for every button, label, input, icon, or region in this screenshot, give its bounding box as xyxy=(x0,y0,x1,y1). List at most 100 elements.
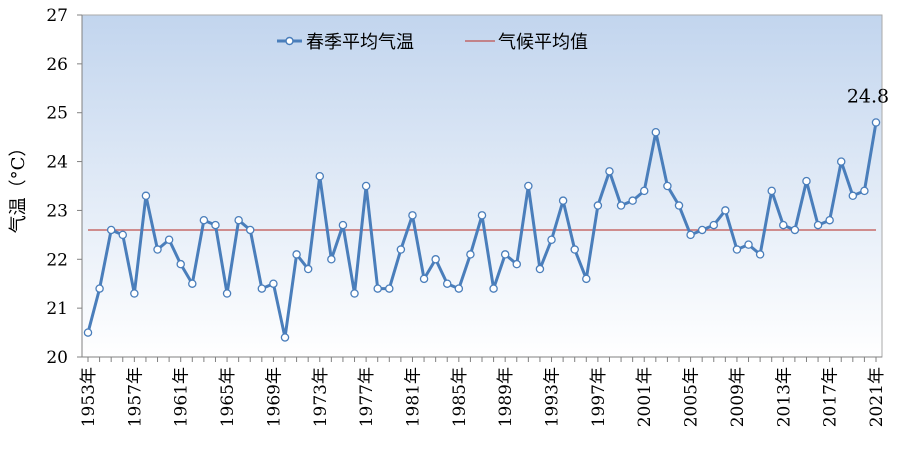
data-point xyxy=(709,220,719,230)
x-tick-label: 2021年 xyxy=(867,367,887,427)
data-point xyxy=(385,284,394,293)
data-point xyxy=(396,245,406,254)
data-point xyxy=(535,264,545,274)
data-point xyxy=(779,220,788,230)
data-point xyxy=(605,167,614,176)
data-point xyxy=(315,171,325,181)
data-point xyxy=(361,181,371,191)
data-point xyxy=(755,250,765,259)
data-point xyxy=(744,240,753,249)
y-tick-label: 22 xyxy=(46,250,68,270)
data-point xyxy=(860,186,869,196)
y-tick-label: 24 xyxy=(46,153,68,173)
data-point xyxy=(350,289,359,298)
data-points xyxy=(83,118,881,342)
data-point xyxy=(836,157,846,166)
data-point xyxy=(558,196,568,205)
data-point xyxy=(292,250,301,259)
x-tick-label: 1957年 xyxy=(125,367,145,427)
data-point xyxy=(570,245,579,254)
x-tick-label: 1961年 xyxy=(172,367,192,427)
data-point xyxy=(790,225,800,235)
data-point xyxy=(639,186,649,196)
x-tick-label: 1989年 xyxy=(496,367,516,427)
data-point xyxy=(848,191,858,201)
x-tick-label: 1997年 xyxy=(589,367,609,427)
y-tick-label: 25 xyxy=(46,104,68,124)
data-point xyxy=(280,333,290,342)
data-point xyxy=(732,245,742,254)
data-point xyxy=(130,289,139,298)
data-point xyxy=(651,128,661,137)
y-tick-label: 23 xyxy=(46,201,68,221)
data-point xyxy=(500,250,510,259)
data-point xyxy=(83,328,93,337)
x-tick-label: 2017年 xyxy=(821,367,841,427)
data-point xyxy=(176,259,185,269)
data-point xyxy=(327,255,336,264)
data-point xyxy=(442,279,452,288)
x-tick-label: 1993年 xyxy=(543,367,563,427)
data-point xyxy=(686,230,695,240)
data-point xyxy=(477,211,487,220)
data-point xyxy=(164,235,174,244)
data-point xyxy=(234,215,243,225)
legend-series-label: 春季平均气温 xyxy=(306,32,414,53)
data-point xyxy=(593,201,603,210)
legend-climate-label: 气候平均值 xyxy=(498,32,588,53)
data-point xyxy=(431,255,440,264)
data-point xyxy=(141,191,151,201)
data-point xyxy=(454,284,464,293)
data-point xyxy=(373,284,382,293)
data-point xyxy=(95,284,104,293)
data-point xyxy=(721,206,730,215)
y-tick-label: 21 xyxy=(46,299,68,319)
axes: 20 21 22 23 24 25 26 27 1953年 1957年 1961年 1965年 1969… xyxy=(46,6,887,427)
data-point xyxy=(257,284,267,293)
data-point xyxy=(524,181,533,191)
data-point xyxy=(211,220,220,230)
x-tick-label: 1969年 xyxy=(264,367,284,427)
data-point xyxy=(674,201,684,210)
data-point xyxy=(466,250,475,259)
data-point xyxy=(767,186,776,196)
data-point xyxy=(871,118,881,127)
x-tick-label: 2009年 xyxy=(728,367,748,427)
data-point xyxy=(547,235,556,244)
data-point xyxy=(663,181,672,191)
data-point xyxy=(616,201,626,210)
data-point xyxy=(153,245,162,254)
x-tick-label: 1953年 xyxy=(79,367,99,427)
x-tick-label: 2005年 xyxy=(682,367,702,427)
annotations: 24.8 xyxy=(847,85,889,107)
data-point xyxy=(512,259,522,269)
x-tick-label: 1973年 xyxy=(311,367,331,427)
x-tick-label: 1985年 xyxy=(450,367,470,427)
plot-area xyxy=(81,14,883,358)
legend-series-marker xyxy=(285,36,294,46)
y-axis-label: 气温（°C） xyxy=(8,139,29,234)
data-point xyxy=(628,196,637,205)
data-label: 24.8 xyxy=(847,85,889,107)
data-point xyxy=(188,279,197,288)
data-point xyxy=(582,274,591,284)
legend: 春季平均气温 气候平均值 xyxy=(277,32,588,53)
y-tick-label: 27 xyxy=(46,6,68,26)
x-tick-label: 2013年 xyxy=(774,367,794,427)
data-point xyxy=(802,176,811,186)
data-point xyxy=(106,225,116,235)
y-tick-label: 26 xyxy=(46,55,68,75)
x-tick-label: 1977年 xyxy=(357,367,377,427)
y-tick-label: 20 xyxy=(46,348,68,368)
data-point xyxy=(697,225,707,235)
data-point xyxy=(813,220,823,230)
data-point xyxy=(825,215,834,225)
data-point xyxy=(338,220,348,230)
data-point xyxy=(303,264,313,274)
x-tick-label: 2001年 xyxy=(635,367,655,427)
data-point xyxy=(199,215,209,225)
data-point xyxy=(118,230,128,240)
data-point xyxy=(245,225,255,235)
x-tick-label: 1981年 xyxy=(403,367,423,427)
